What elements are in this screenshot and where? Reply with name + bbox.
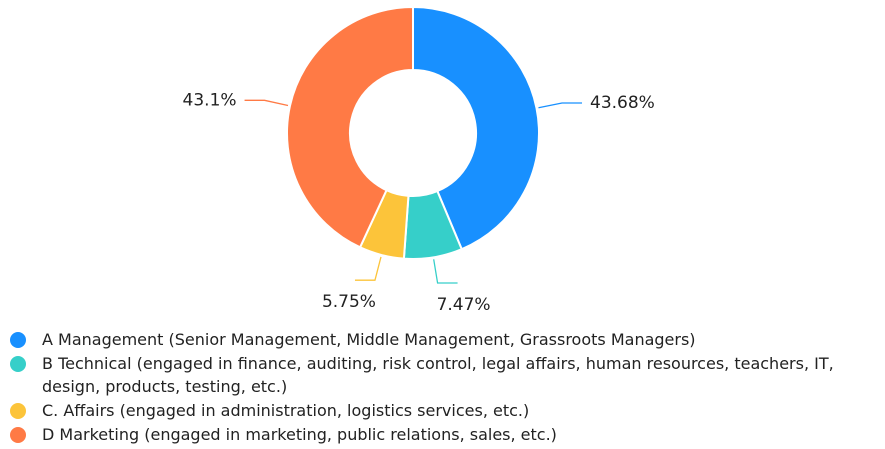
legend-swatch [10,427,26,443]
legend-label: C. Affairs (engaged in administration, l… [42,401,530,420]
data-label: 43.68% [590,93,655,113]
legend: A Management (Senior Management, Middle … [10,328,870,447]
leader-line [538,102,583,109]
legend-item: D Marketing (engaged in marketing, publi… [10,423,870,446]
legend-label: A Management (Senior Management, Middle … [42,330,696,349]
data-label: 7.47% [437,295,491,315]
leader-line [244,99,289,107]
legend-swatch [10,403,26,419]
legend-swatch [10,332,26,348]
donut-slice [286,5,414,249]
leader-line [433,259,458,284]
legend-label: B Technical (engaged in finance, auditin… [42,354,834,396]
legend-item: A Management (Senior Management, Middle … [10,328,870,351]
leader-line [354,256,382,281]
plot: 43.68% 7.47% 5.75% 43.1% [183,5,655,315]
data-label: 5.75% [322,292,376,312]
legend-swatch [10,356,26,372]
legend-label: D Marketing (engaged in marketing, publi… [42,425,557,444]
donut-slice [412,5,540,251]
legend-item: C. Affairs (engaged in administration, l… [10,399,870,422]
legend-item: B Technical (engaged in finance, auditin… [10,352,870,398]
data-label: 43.1% [183,90,237,110]
